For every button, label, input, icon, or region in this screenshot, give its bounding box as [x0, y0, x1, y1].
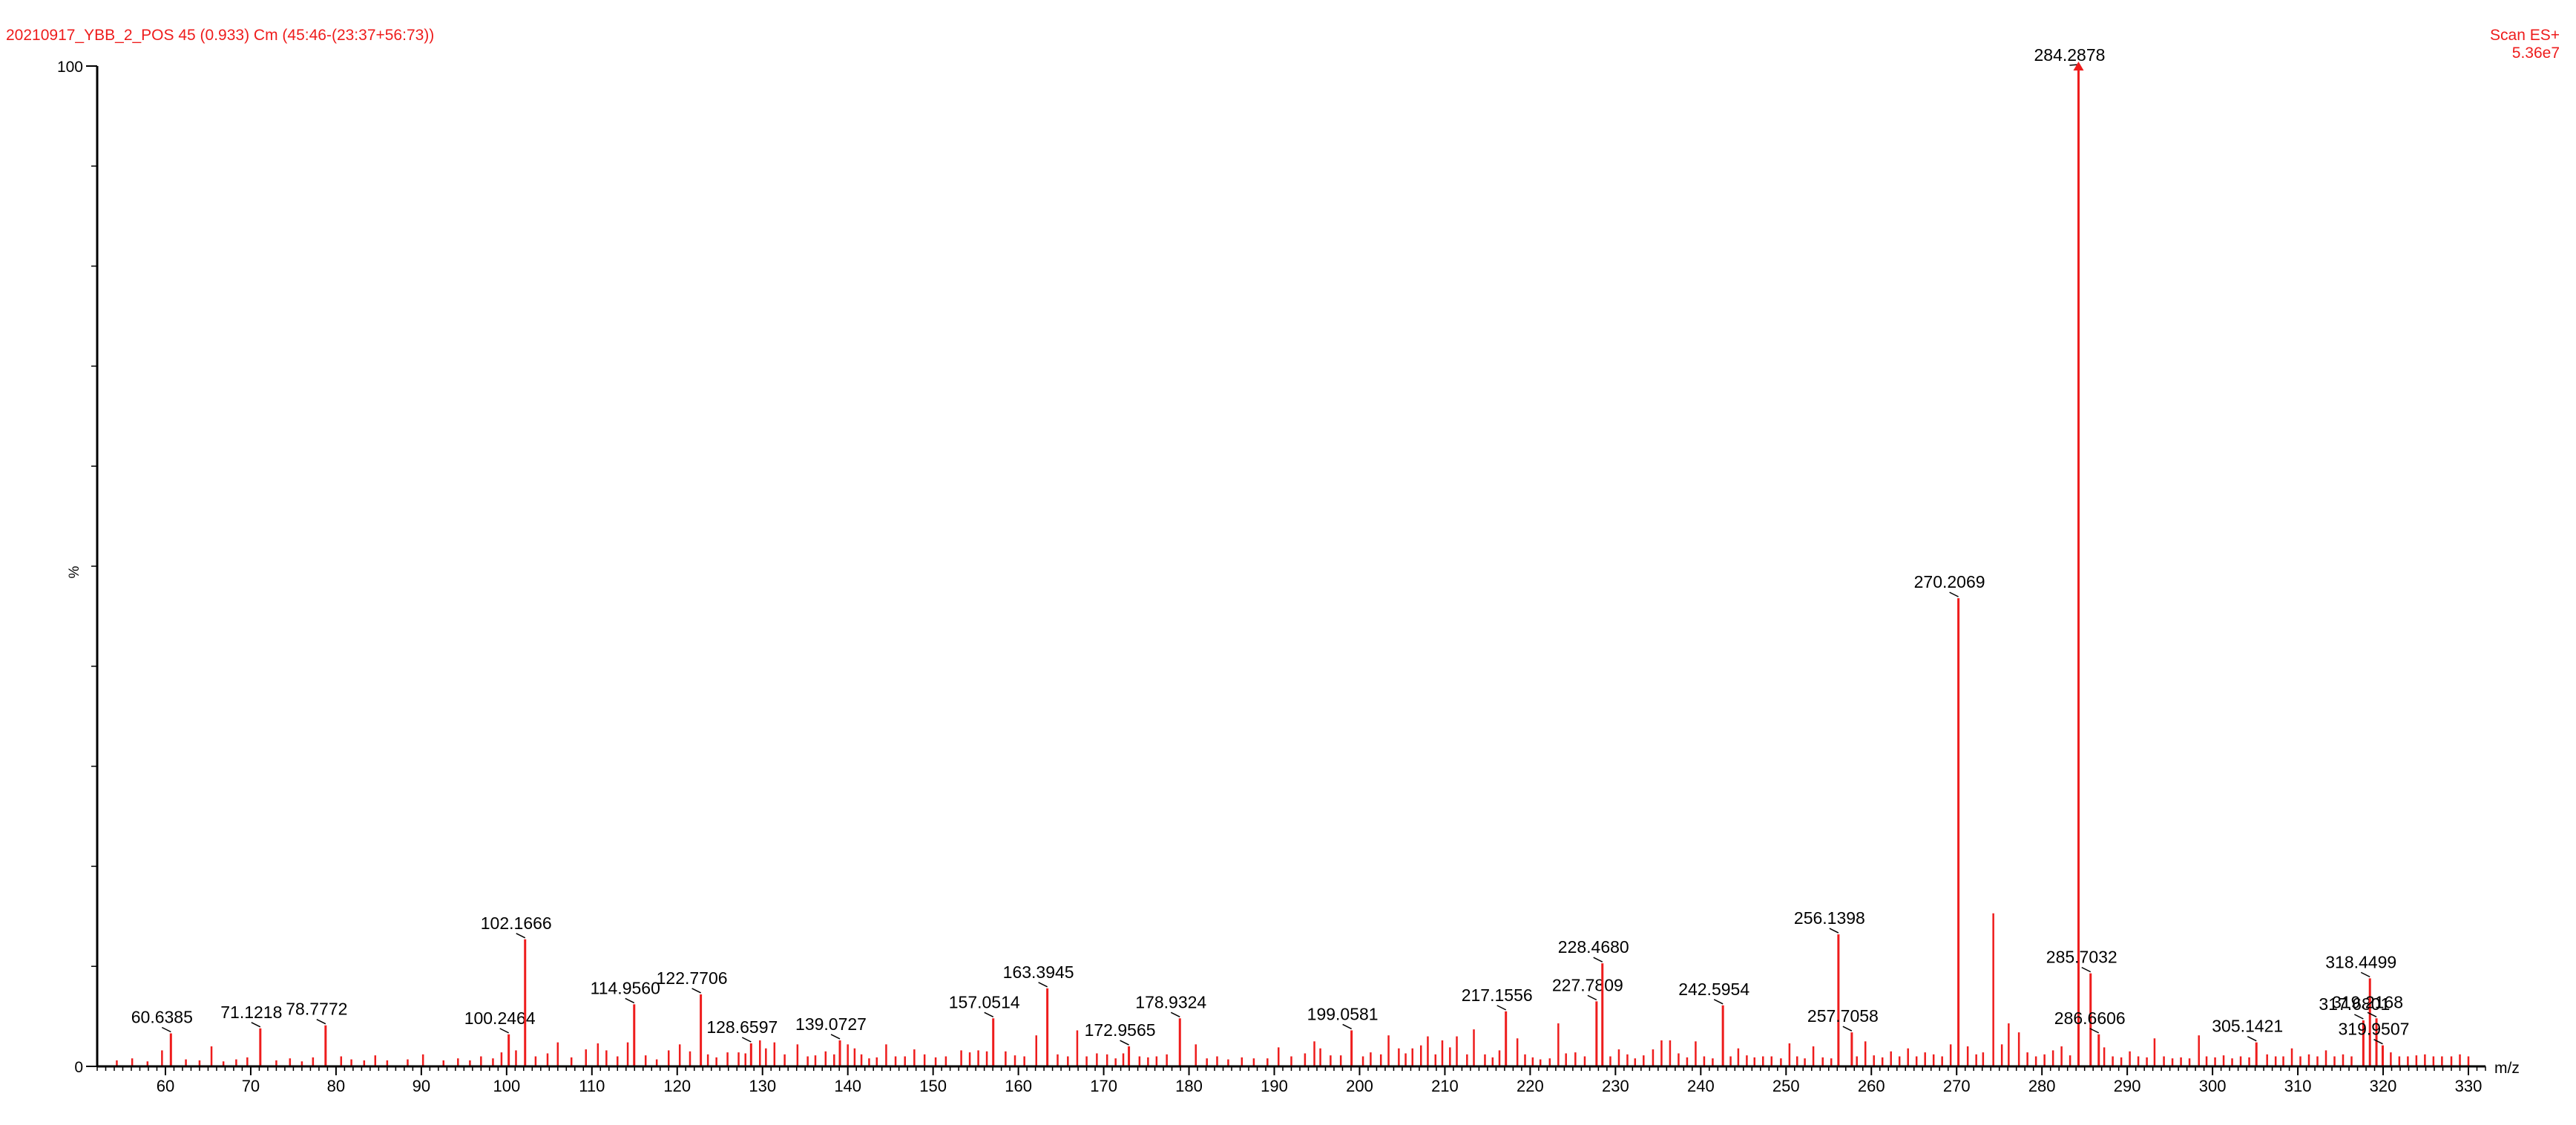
scan-mode-label: Scan ES+ [2490, 27, 2560, 44]
x-tick-label: 170 [1090, 1077, 1117, 1095]
peak-label: 227.7809 [1552, 975, 1623, 994]
peak-label-leader [2373, 1039, 2383, 1045]
x-tick-label: 310 [2284, 1077, 2312, 1095]
x-tick-label: 150 [919, 1077, 947, 1095]
x-tick-label: 110 [579, 1077, 605, 1095]
x-tick-label: 220 [1517, 1077, 1544, 1095]
spectrum-title: 20210917_YBB_2_POS 45 (0.933) Cm (45:46-… [6, 27, 435, 44]
x-tick-label: 130 [749, 1077, 776, 1095]
peak-label-leader [251, 1022, 261, 1028]
peak-label-leader [2367, 1011, 2377, 1017]
peak-label-leader [516, 933, 526, 939]
peak-label-leader [1038, 982, 1048, 988]
peak-label: 319.9507 [2339, 1020, 2410, 1039]
scan-intensity-label: 5.36e7 [2511, 45, 2560, 62]
x-tick-label: 270 [1943, 1077, 1971, 1095]
peak-label: 257.7058 [1807, 1006, 1879, 1026]
x-tick-label: 260 [1858, 1077, 1885, 1095]
x-tick-label: 290 [2114, 1077, 2141, 1095]
x-tick-label: 90 [413, 1077, 430, 1095]
peak-label: 228.4680 [1558, 937, 1629, 957]
base-peak-marker [2073, 62, 2084, 70]
x-tick-label: 280 [2028, 1077, 2056, 1095]
peak-label: 178.9324 [1135, 992, 1206, 1011]
x-tick-label: 320 [2370, 1077, 2397, 1095]
peak-label-leader [1842, 1026, 1853, 1031]
peak-label: 305.1421 [2212, 1017, 2283, 1036]
peak-label: 139.0727 [795, 1014, 867, 1034]
x-tick-label: 210 [1431, 1077, 1459, 1095]
peak-label: 256.1398 [1794, 908, 1865, 928]
peak-label: 102.1666 [481, 914, 552, 933]
x-tick-label: 70 [242, 1077, 260, 1095]
x-tick-label: 60 [157, 1077, 174, 1095]
peak-label-leader [1496, 1005, 1507, 1011]
x-tick-label: 200 [1346, 1077, 1373, 1095]
x-tick-label: 190 [1261, 1077, 1288, 1095]
peak-label: 157.0514 [949, 992, 1020, 1011]
peak-label-leader [316, 1019, 326, 1025]
peak-label-leader [1170, 1011, 1180, 1017]
peak-label: 217.1556 [1462, 985, 1533, 1005]
x-tick-label: 330 [2455, 1077, 2483, 1095]
peak-label-leader [830, 1034, 841, 1040]
peak-label-leader [161, 1026, 171, 1033]
peak-label: 114.9560 [591, 978, 660, 997]
peak-label: 128.6597 [706, 1017, 778, 1037]
x-tick-label: 180 [1175, 1077, 1203, 1095]
peak-label: 78.7772 [286, 1000, 347, 1019]
x-tick-label: 120 [663, 1077, 691, 1095]
peak-label: 163.3945 [1003, 962, 1074, 982]
peak-label: 318.4499 [2325, 952, 2396, 971]
peak-label-leader [741, 1037, 752, 1043]
peak-label-leader [2081, 966, 2092, 973]
peak-label-leader [1593, 957, 1603, 962]
peak-label: 286.6606 [2054, 1008, 2126, 1028]
x-tick-label: 100 [493, 1077, 520, 1095]
peak-label: 100.2464 [464, 1008, 536, 1028]
peak-label: 285.7032 [2046, 948, 2117, 967]
peak-label-leader [691, 988, 701, 994]
peak-label-leader [2089, 1028, 2100, 1034]
peak-label-leader [499, 1028, 509, 1034]
x-tick-label: 250 [1772, 1077, 1800, 1095]
peak-label-leader [1949, 591, 1959, 597]
peak-label: 71.1218 [220, 1003, 282, 1022]
peak-label-leader [984, 1011, 994, 1017]
peak-label-leader [1713, 999, 1724, 1005]
x-tick-label: 300 [2199, 1077, 2227, 1095]
y-tick-label-100: 100 [57, 59, 83, 76]
peak-label: 242.5954 [1678, 980, 1749, 999]
x-tick-label: 230 [1602, 1077, 1629, 1095]
peak-label: 319.2168 [2332, 992, 2403, 1011]
peak-label: 122.7706 [657, 968, 728, 988]
x-tick-label: 160 [1005, 1077, 1032, 1095]
x-tick-label: 140 [834, 1077, 861, 1095]
peak-label: 172.9565 [1085, 1020, 1156, 1040]
peak-label: 284.2878 [2034, 45, 2106, 65]
peaks-layer: 60.6385 71.1218 78.7772 100.2464 102.1666 114… [116, 45, 2470, 1066]
peak-label-leader [2360, 971, 2370, 978]
axes-layer: 0 % 100 m/z 60 70 80 90 100 110 120 130 140 150 16… [57, 59, 2520, 1095]
peak-label: 199.0581 [1307, 1004, 1379, 1023]
peak-label-leader [1342, 1023, 1352, 1030]
peak-label-leader [1120, 1040, 1129, 1046]
peak-label: 60.6385 [131, 1008, 193, 1027]
x-tick-label: 240 [1687, 1077, 1715, 1095]
peak-label-leader [2354, 1014, 2364, 1020]
y-tick-label-0: 0 [74, 1059, 83, 1076]
peak-label: 317.6801 [2319, 994, 2390, 1014]
peak-label-leader [2247, 1035, 2257, 1042]
peak-label: 270.2069 [1914, 572, 1985, 591]
x-tick-label: 80 [327, 1077, 345, 1095]
peak-label-leader [625, 997, 635, 1004]
peak-label-leader [1829, 928, 1839, 934]
x-axis-label: m/z [2494, 1060, 2520, 1077]
y-axis-percent-label: % [67, 565, 82, 578]
peak-label-leader [1587, 994, 1597, 1001]
